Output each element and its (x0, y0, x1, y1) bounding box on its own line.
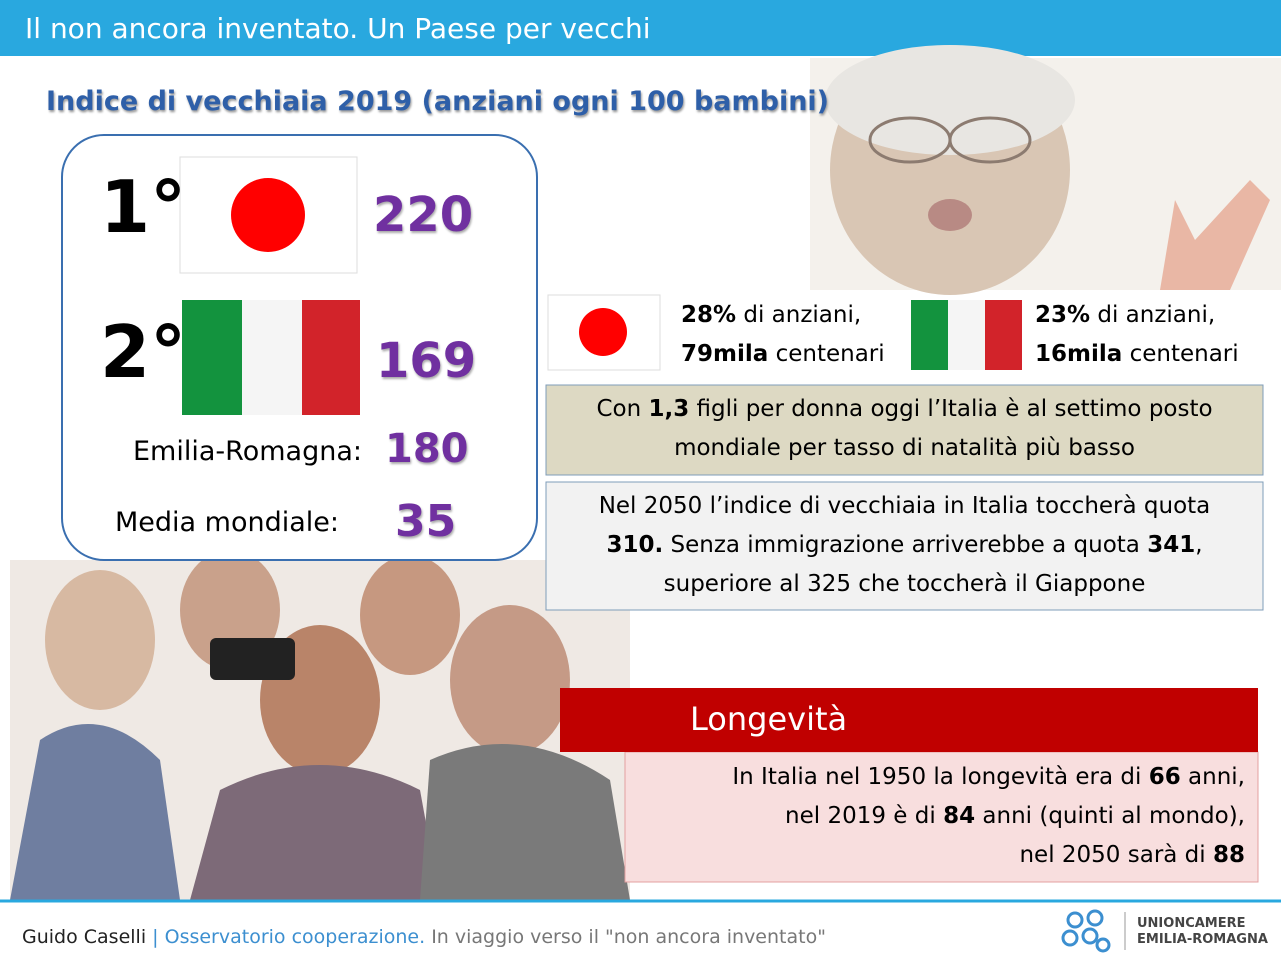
text-line: 79mila centenari (681, 335, 885, 374)
world-value: 35 (395, 496, 457, 547)
text-line: 23% di anziani, (1035, 296, 1239, 335)
text-segment: figli per donna oggi l’Italia è al setti… (689, 396, 1213, 422)
footer-author: Guido Caselli (22, 926, 147, 948)
header-bar (0, 0, 1281, 56)
text-line: nel 2019 è di 84 anni (quinti al mondo), (732, 797, 1245, 836)
text-segment: Nel 2050 l’indice di vecchiaia in Italia… (598, 493, 1211, 519)
world-label: Media mondiale: (115, 507, 340, 538)
ranking-title: Indice di vecchiaia 2019 (anziani ogni 1… (46, 86, 830, 117)
footer-org: Osservatorio cooperazione. (164, 926, 426, 948)
text-segment: Con (596, 396, 649, 422)
text-segment: nel 2019 è di (785, 803, 944, 829)
photo-old-lady (810, 45, 1281, 295)
text-segment: di anziani, (736, 302, 862, 328)
footer-tagline: In viaggio verso il "non ancora inventat… (431, 926, 826, 948)
text-segment: 16mila (1035, 341, 1123, 367)
text-segment: di anziani, (1090, 302, 1216, 328)
rank-value: 220 (373, 187, 474, 243)
flag-italy (182, 300, 360, 415)
photo-group (10, 550, 630, 900)
text-segment: 88 (1212, 842, 1245, 868)
text-segment: mondiale per tasso di natalità più basso (674, 435, 1135, 461)
header-title: Il non ancora inventato. Un Paese per ve… (25, 12, 651, 45)
logo-text: UNIONCAMERE EMILIA-ROMAGNA (1137, 916, 1268, 948)
text-segment: Senza immigrazione arriverebbe a quota (663, 532, 1148, 558)
text-segment: 23% (1035, 302, 1091, 328)
text-segment: centenari (768, 341, 885, 367)
logo-icon (1061, 909, 1111, 953)
text-segment: centenari (1122, 341, 1239, 367)
forecast-text: Nel 2050 l’indice di vecchiaia in Italia… (546, 487, 1263, 604)
natality-text: Con 1,3 figli per donna oggi l’Italia è … (546, 390, 1263, 468)
text-segment: 28% (681, 302, 737, 328)
forecast-box (545, 481, 1264, 611)
rank: 2° (100, 310, 187, 394)
text-segment: superiore al 325 che toccherà il Giappon… (663, 571, 1146, 597)
stat-italy: 23% di anziani, 16mila centenari (1035, 296, 1239, 374)
text-line: superiore al 325 che toccherà il Giappon… (546, 565, 1263, 604)
logo-line: UNIONCAMERE (1137, 916, 1246, 931)
text-segment: 341 (1147, 532, 1196, 558)
text-line: mondiale per tasso di natalità più basso (546, 429, 1263, 468)
text-segment: , (1195, 532, 1203, 558)
text-line: 16mila centenari (1035, 335, 1239, 374)
text-segment: anni, (1180, 764, 1245, 790)
longevity-title: Longevità (690, 700, 848, 738)
longevity-header (560, 688, 1258, 752)
flag-italy-small (911, 300, 1022, 370)
text-segment: 1,3 (648, 396, 690, 422)
text-segment: In Italia nel 1950 la longevità era di (732, 764, 1149, 790)
regional-label: Emilia-Romagna: (133, 436, 362, 467)
regional-value: 180 (385, 426, 469, 472)
natality-box (545, 384, 1264, 476)
flag-japan-small (547, 294, 661, 371)
rank: 1° (100, 165, 187, 249)
text-segment: anni (quinti al mondo), (975, 803, 1245, 829)
text-line: 28% di anziani, (681, 296, 885, 335)
text-line: nel 2050 sarà di 88 (732, 836, 1245, 875)
text-line: 310. Senza immigrazione arriverebbe a qu… (546, 526, 1263, 565)
flag-japan (179, 156, 358, 274)
text-segment: nel 2050 sarà di (1019, 842, 1213, 868)
text-segment: 79mila (681, 341, 769, 367)
footer: Guido Caselli | Osservatorio cooperazion… (22, 926, 826, 948)
rank-value: 169 (376, 333, 477, 389)
text-segment: 310. (606, 532, 664, 558)
text-segment: 84 (943, 803, 976, 829)
text-segment: 66 (1148, 764, 1181, 790)
text-line: In Italia nel 1950 la longevità era di 6… (732, 758, 1245, 797)
text-line: Nel 2050 l’indice di vecchiaia in Italia… (546, 487, 1263, 526)
text-line: Con 1,3 figli per donna oggi l’Italia è … (546, 390, 1263, 429)
stat-japan: 28% di anziani, 79mila centenari (681, 296, 885, 374)
longevity-text: In Italia nel 1950 la longevità era di 6… (732, 758, 1245, 875)
longevity-box (624, 751, 1259, 883)
footer-separator: | (152, 926, 159, 948)
logo-line: EMILIA-ROMAGNA (1137, 932, 1268, 947)
